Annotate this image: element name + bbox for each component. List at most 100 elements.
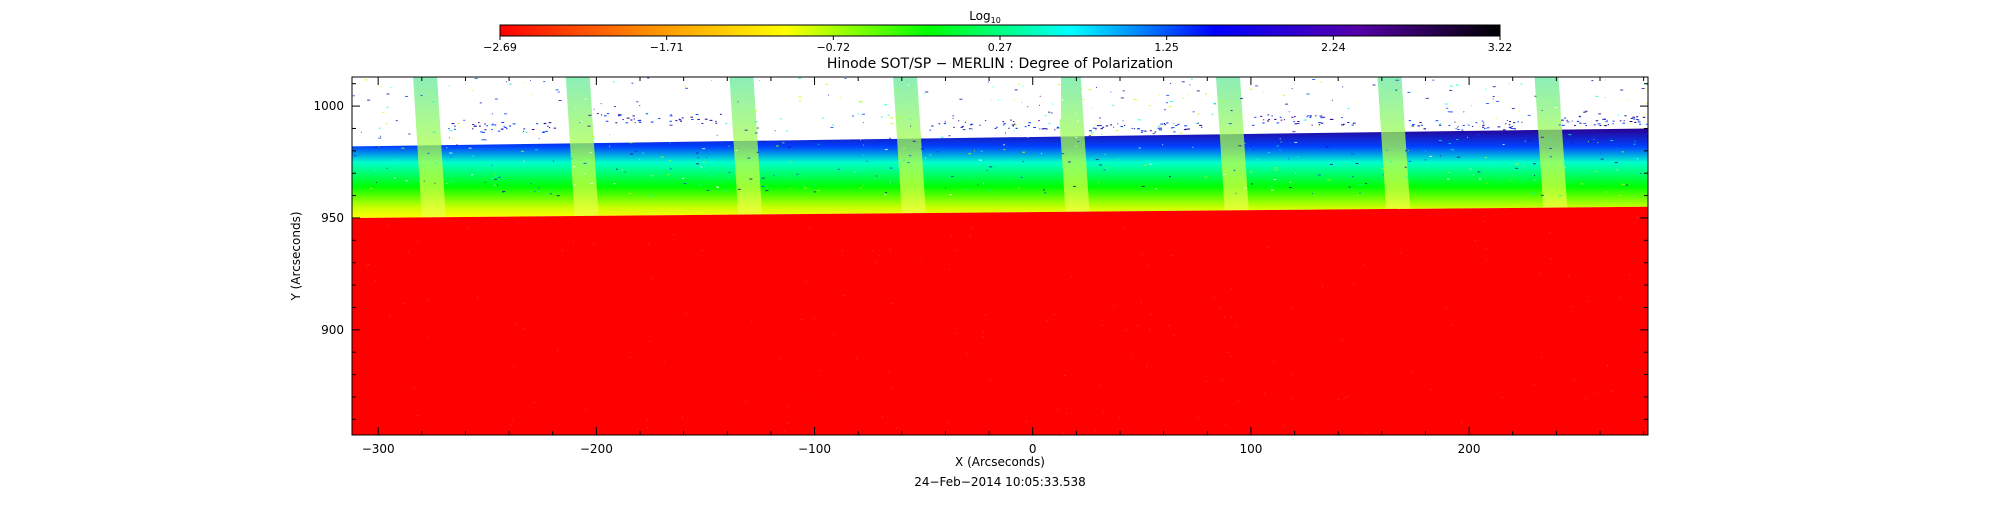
noise-speck [1288,111,1290,113]
noise-speck [425,134,427,136]
disk-speck [951,234,953,236]
noise-speck [523,160,525,162]
disk-speck [882,416,884,418]
noise-speck [1017,187,1020,189]
fringe-speck [1630,117,1633,119]
noise-speck [451,181,455,183]
fringe-speck [480,131,483,133]
fringe-speck [979,124,981,126]
noise-speck [1587,141,1589,143]
fringe-speck [971,128,973,130]
noise-speck [813,191,816,193]
fringe-speck [503,126,505,128]
noise-speck [710,87,713,89]
noise-speck [700,166,703,168]
noise-speck [502,191,506,193]
noise-speck [1616,169,1618,171]
noise-speck [1571,120,1573,122]
fringe-speck [1043,127,1046,129]
noise-speck [669,168,672,170]
noise-speck [1052,103,1054,105]
noise-speck [1410,101,1414,103]
noise-speck [803,113,807,115]
noise-speck [782,142,785,144]
noise-speck [779,118,782,120]
noise-speck [727,143,729,145]
noise-speck [1164,109,1167,111]
noise-speck [1238,161,1241,163]
noise-speck [728,171,731,173]
fringe-speck [645,113,649,115]
noise-speck [583,162,587,164]
disk-speck [1611,390,1613,392]
fringe-speck [1102,126,1105,128]
noise-speck [1532,163,1536,165]
noise-speck [890,181,893,183]
disk-speck [1571,306,1573,308]
noise-speck [749,178,753,180]
noise-speck [1250,145,1252,147]
noise-speck [1518,110,1520,112]
disk-speck [745,401,747,403]
noise-speck [789,187,791,189]
noise-speck [1430,170,1433,172]
fringe-speck [1595,120,1599,122]
disk-speck [1146,265,1148,267]
noise-speck [1133,99,1137,101]
noise-speck [1594,170,1598,172]
noise-speck [1527,114,1531,116]
noise-speck [1567,181,1569,183]
noise-speck [735,149,738,151]
noise-speck [966,101,970,103]
disk-speck [948,269,950,271]
noise-speck [725,122,729,124]
noise-speck [494,184,496,186]
noise-speck [694,108,698,110]
disk-speck [1146,366,1148,368]
fringe-speck [1342,123,1345,125]
fringe-speck [1280,119,1283,121]
noise-speck [1166,94,1170,96]
y-axis-label: Y (Arcseconds) [289,211,303,301]
noise-speck [1429,155,1433,157]
noise-speck [435,90,437,92]
fringe-speck [1347,122,1350,124]
noise-speck [1395,89,1398,91]
noise-speck [1149,105,1152,107]
disk-speck [663,360,665,362]
fringe-speck [1509,121,1511,123]
fringe-speck [1642,116,1646,118]
noise-speck [787,146,791,148]
fringe-speck [618,114,621,116]
noise-speck [1348,186,1351,188]
fringe-speck [1624,115,1627,117]
fringe-speck [600,114,603,116]
noise-speck [854,171,856,173]
fringe-speck [675,120,678,122]
noise-speck [1279,149,1281,151]
noise-speck [1520,83,1523,85]
fringe-speck [715,120,717,122]
noise-speck [1404,171,1406,173]
noise-speck [763,140,766,142]
scan-seams [413,77,1568,218]
fringe-speck [1510,127,1514,129]
noise-speck [369,188,373,190]
noise-speck [1050,112,1053,114]
disk-speck [1619,296,1621,298]
noise-speck [1211,113,1214,115]
noise-speck [588,114,592,116]
disk-speck [1342,339,1344,341]
fringe-speck [938,123,941,125]
noise-speck [1405,176,1408,178]
noise-speck [1524,140,1526,142]
fringe-speck [669,120,672,122]
fringe-speck [1513,122,1516,124]
noise-speck [890,86,893,88]
fringe-speck [1314,115,1317,117]
disk-speck [407,251,409,253]
noise-speck [1450,149,1454,151]
noise-speck [395,120,398,122]
noise-speck [355,130,358,132]
noise-speck [1620,89,1624,91]
